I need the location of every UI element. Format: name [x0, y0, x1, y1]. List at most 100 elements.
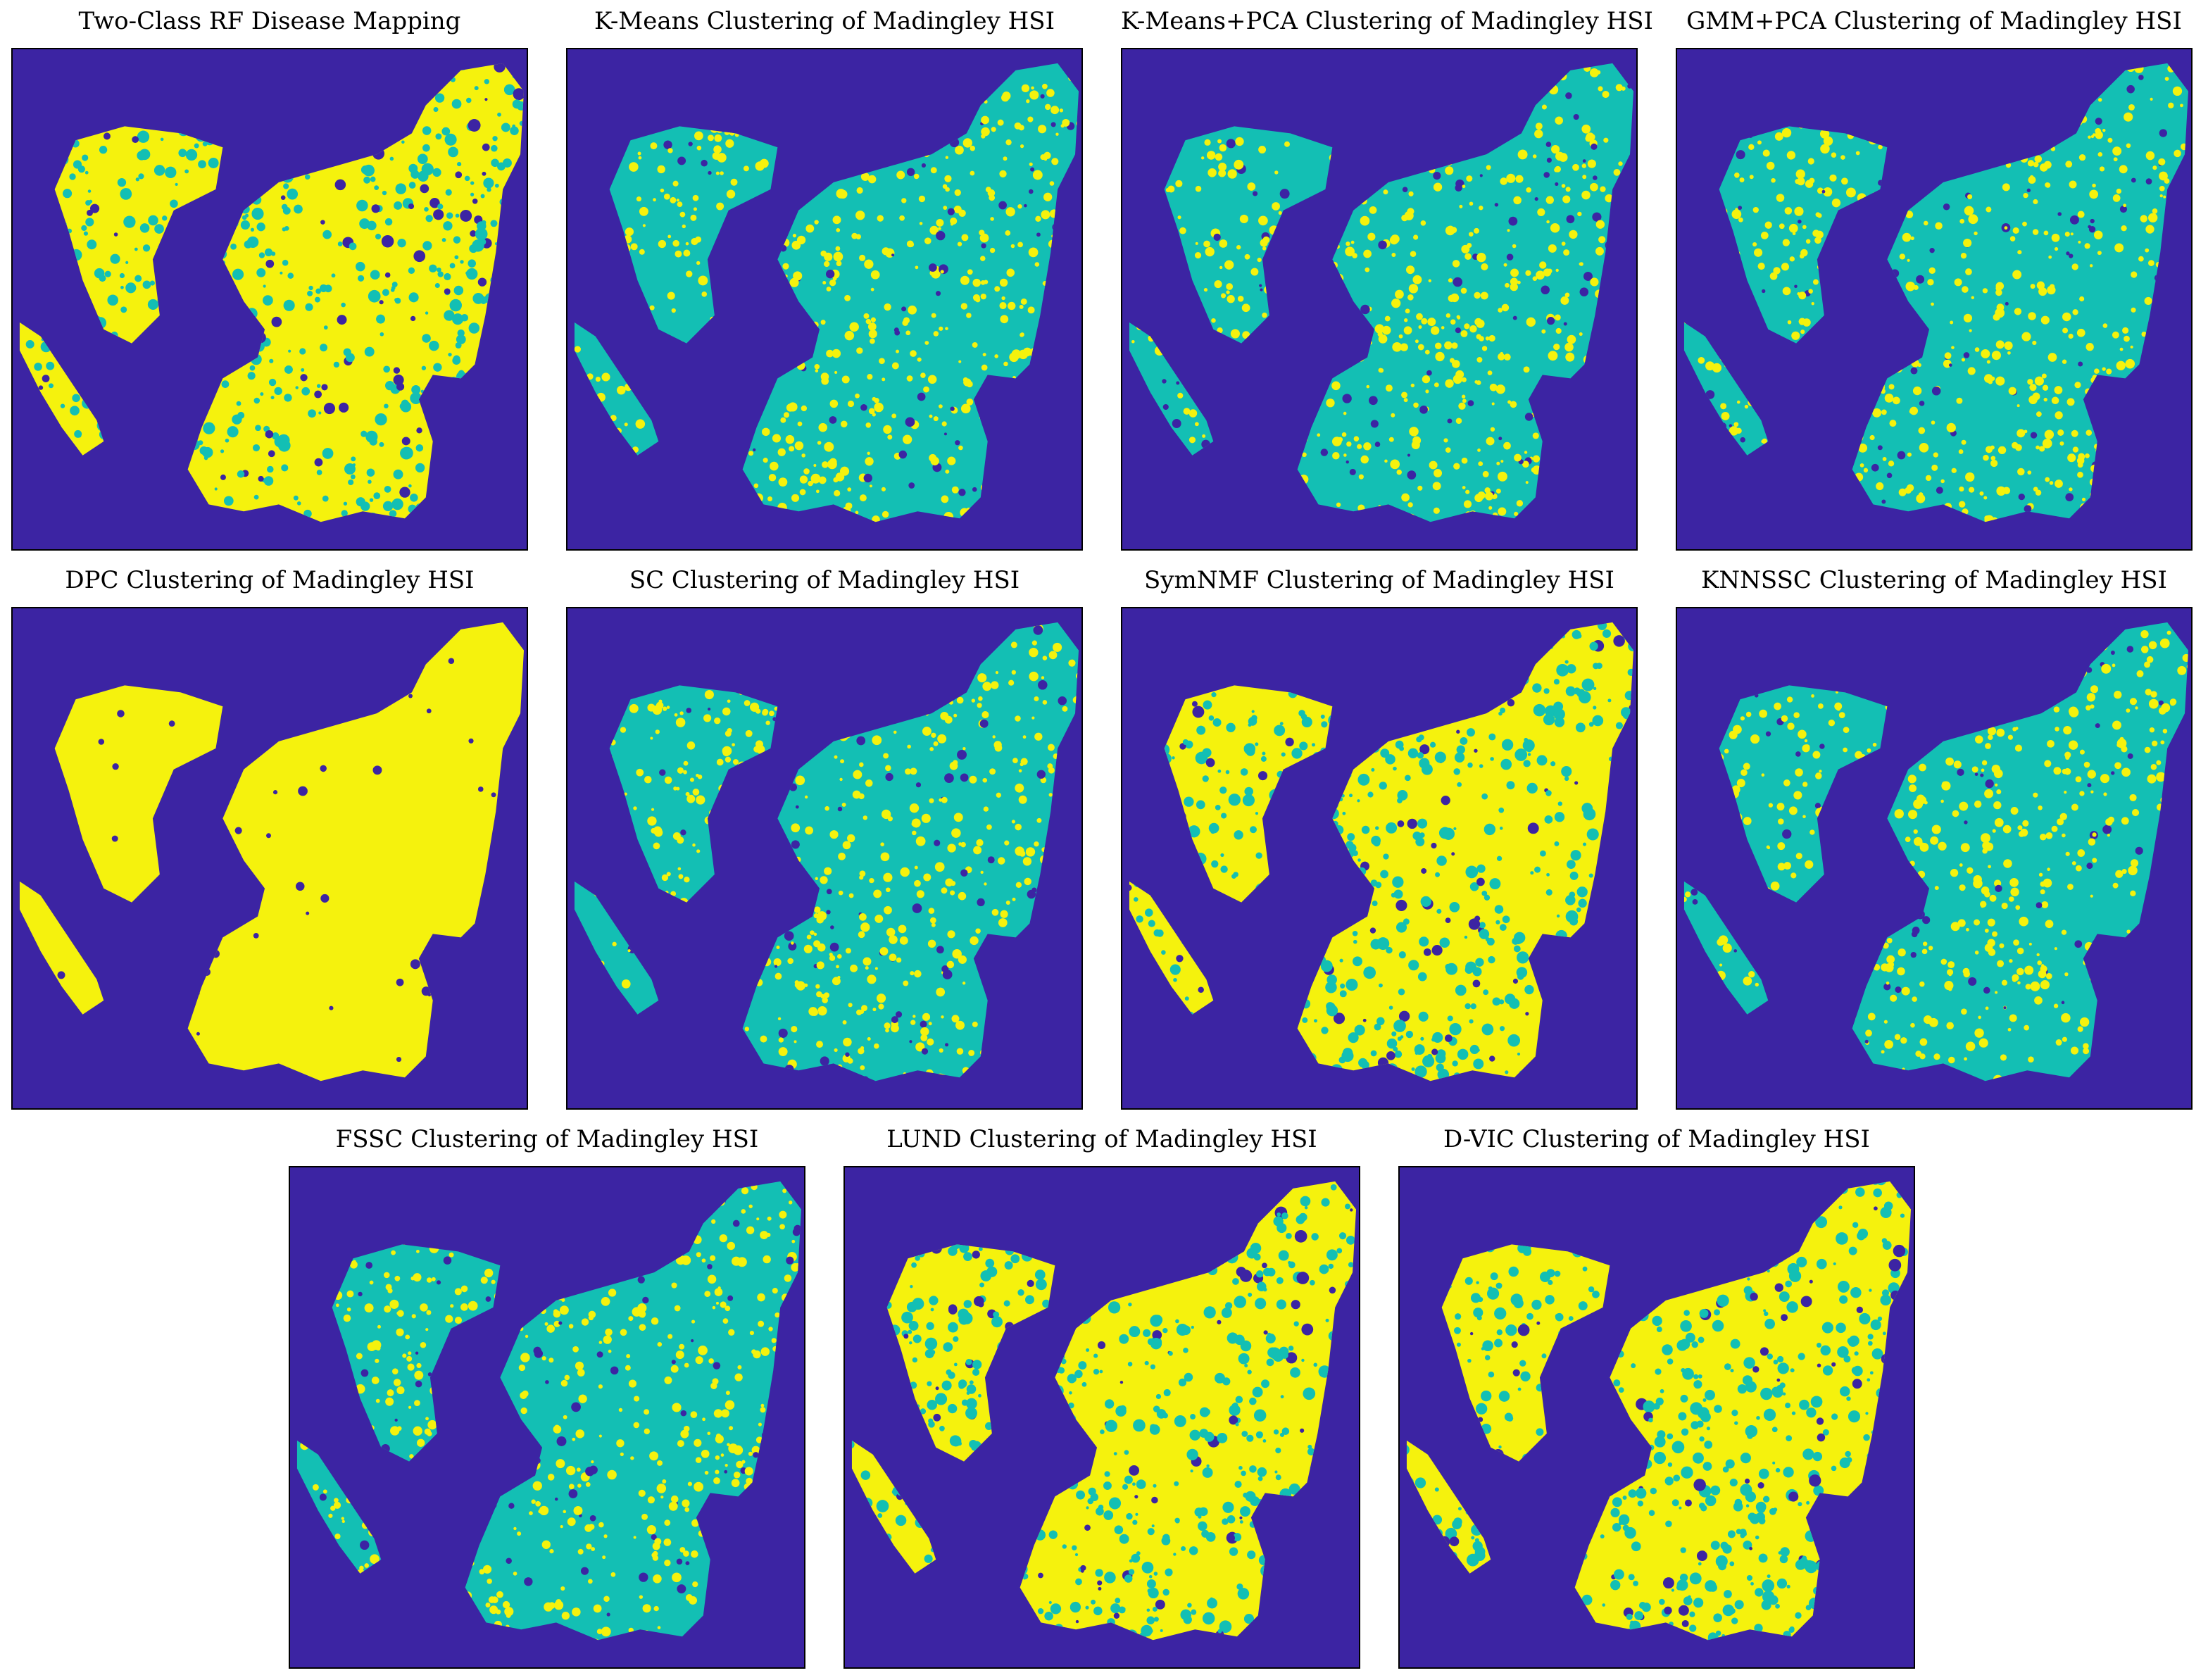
speckle — [921, 1048, 929, 1055]
speckle — [256, 268, 266, 277]
speckle — [1907, 452, 1912, 457]
speckle — [466, 268, 478, 280]
speckle — [2009, 236, 2016, 242]
speckle — [2062, 312, 2071, 322]
speckle — [2064, 231, 2070, 237]
speckle — [732, 743, 735, 747]
speckle — [1500, 460, 1504, 463]
speckle — [881, 487, 886, 491]
speckle — [457, 329, 465, 337]
speckle — [906, 375, 913, 382]
speckle — [408, 267, 415, 275]
speckle — [967, 269, 973, 275]
speckle — [1496, 461, 1500, 465]
speckle — [2017, 250, 2022, 255]
speckle — [1524, 984, 1534, 995]
speckle — [994, 286, 1000, 292]
speckle — [1462, 399, 1467, 403]
speckle — [198, 160, 206, 169]
speckle — [824, 261, 830, 268]
speckle — [2077, 462, 2083, 468]
speckle — [1505, 282, 1510, 288]
speckle — [1959, 487, 1964, 492]
speckle — [808, 1007, 818, 1016]
speckle — [962, 982, 966, 985]
speckle — [879, 947, 889, 956]
speckle — [918, 195, 926, 203]
speckle — [323, 402, 335, 415]
speckle — [1567, 664, 1576, 674]
speckle — [308, 285, 313, 291]
speckle — [905, 417, 915, 427]
speckle — [601, 372, 610, 382]
speckle — [816, 961, 824, 970]
speckle — [1010, 244, 1015, 249]
speckle — [845, 948, 851, 954]
speckle — [2065, 493, 2074, 501]
speckle — [1469, 1019, 1474, 1024]
speckle — [1963, 352, 1970, 358]
speckle — [1815, 230, 1824, 239]
panel-kmeans: K-Means Clustering of Madingley HSI — [566, 7, 1083, 551]
speckle — [1982, 288, 1988, 294]
speckle — [1360, 215, 1370, 226]
speckle — [1299, 741, 1308, 751]
speckle — [2159, 171, 2168, 181]
speckle — [1018, 349, 1029, 360]
speckle — [1331, 437, 1342, 446]
speckle — [1469, 325, 1477, 333]
speckle — [1535, 123, 1543, 130]
speckle — [860, 922, 870, 932]
speckle — [1965, 268, 1972, 275]
speckle — [267, 465, 274, 473]
speckle — [785, 434, 795, 444]
speckle — [915, 265, 919, 270]
speckle — [906, 168, 915, 176]
speckle — [1595, 220, 1605, 229]
speckle — [2148, 260, 2154, 266]
speckle — [1757, 262, 1765, 270]
speckle — [1800, 249, 1808, 257]
speckle — [1929, 248, 1935, 253]
speckle — [57, 971, 65, 979]
speckle — [834, 370, 838, 375]
speckle — [1445, 917, 1451, 923]
speckle — [1453, 827, 1457, 831]
speckle — [2057, 429, 2064, 437]
speckle — [930, 167, 937, 174]
speckle — [1363, 249, 1372, 258]
panel-title: GMM+PCA Clustering of Madingley HSI — [1686, 7, 2182, 35]
speckle — [305, 303, 313, 311]
speckle — [382, 190, 387, 196]
speckle — [1279, 722, 1284, 726]
speckle — [901, 198, 907, 203]
speckle — [266, 833, 271, 839]
speckle — [653, 198, 656, 202]
speckle — [382, 289, 389, 296]
speckle — [1503, 263, 1507, 267]
speckle — [2159, 194, 2163, 198]
speckle — [1823, 136, 1833, 146]
speckle — [2042, 384, 2049, 391]
speckle — [1526, 317, 1536, 327]
speckle — [928, 263, 937, 272]
speckle — [2055, 479, 2063, 488]
speckle — [1156, 929, 1164, 937]
speckle — [1258, 215, 1268, 226]
speckle — [1944, 352, 1952, 360]
speckle — [1455, 327, 1461, 334]
speckle — [1499, 924, 1507, 932]
speckle — [1003, 156, 1008, 161]
speckle — [951, 881, 956, 886]
speckle — [350, 474, 356, 479]
speckle — [820, 320, 826, 325]
speckle — [2145, 151, 2155, 161]
speckle — [1931, 420, 1936, 425]
speckle — [675, 250, 682, 258]
speckle — [380, 332, 384, 337]
speckle — [2102, 128, 2106, 132]
classification-map — [11, 607, 528, 1110]
speckle — [460, 210, 472, 222]
speckle — [1931, 464, 1938, 471]
speckle — [482, 143, 490, 151]
